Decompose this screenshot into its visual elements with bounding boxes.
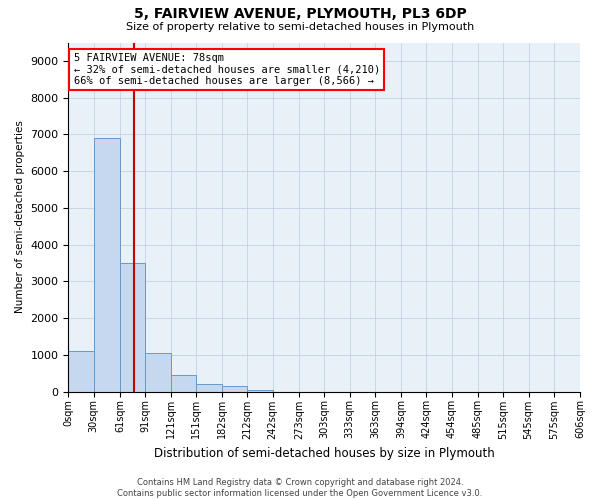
Bar [170,375,196,392]
Text: Contains HM Land Registry data © Crown copyright and database right 2024.
Contai: Contains HM Land Registry data © Crown c… [118,478,482,498]
Bar [196,384,222,392]
Bar [145,353,170,392]
Bar [120,263,145,392]
Bar [247,390,273,392]
Text: Size of property relative to semi-detached houses in Plymouth: Size of property relative to semi-detach… [126,22,474,32]
Y-axis label: Number of semi-detached properties: Number of semi-detached properties [15,120,25,314]
Bar [222,386,247,392]
Bar [68,351,94,392]
Text: 5 FAIRVIEW AVENUE: 78sqm
← 32% of semi-detached houses are smaller (4,210)
66% o: 5 FAIRVIEW AVENUE: 78sqm ← 32% of semi-d… [74,53,380,86]
Bar [94,138,120,392]
Text: 5, FAIRVIEW AVENUE, PLYMOUTH, PL3 6DP: 5, FAIRVIEW AVENUE, PLYMOUTH, PL3 6DP [134,8,466,22]
X-axis label: Distribution of semi-detached houses by size in Plymouth: Distribution of semi-detached houses by … [154,447,494,460]
